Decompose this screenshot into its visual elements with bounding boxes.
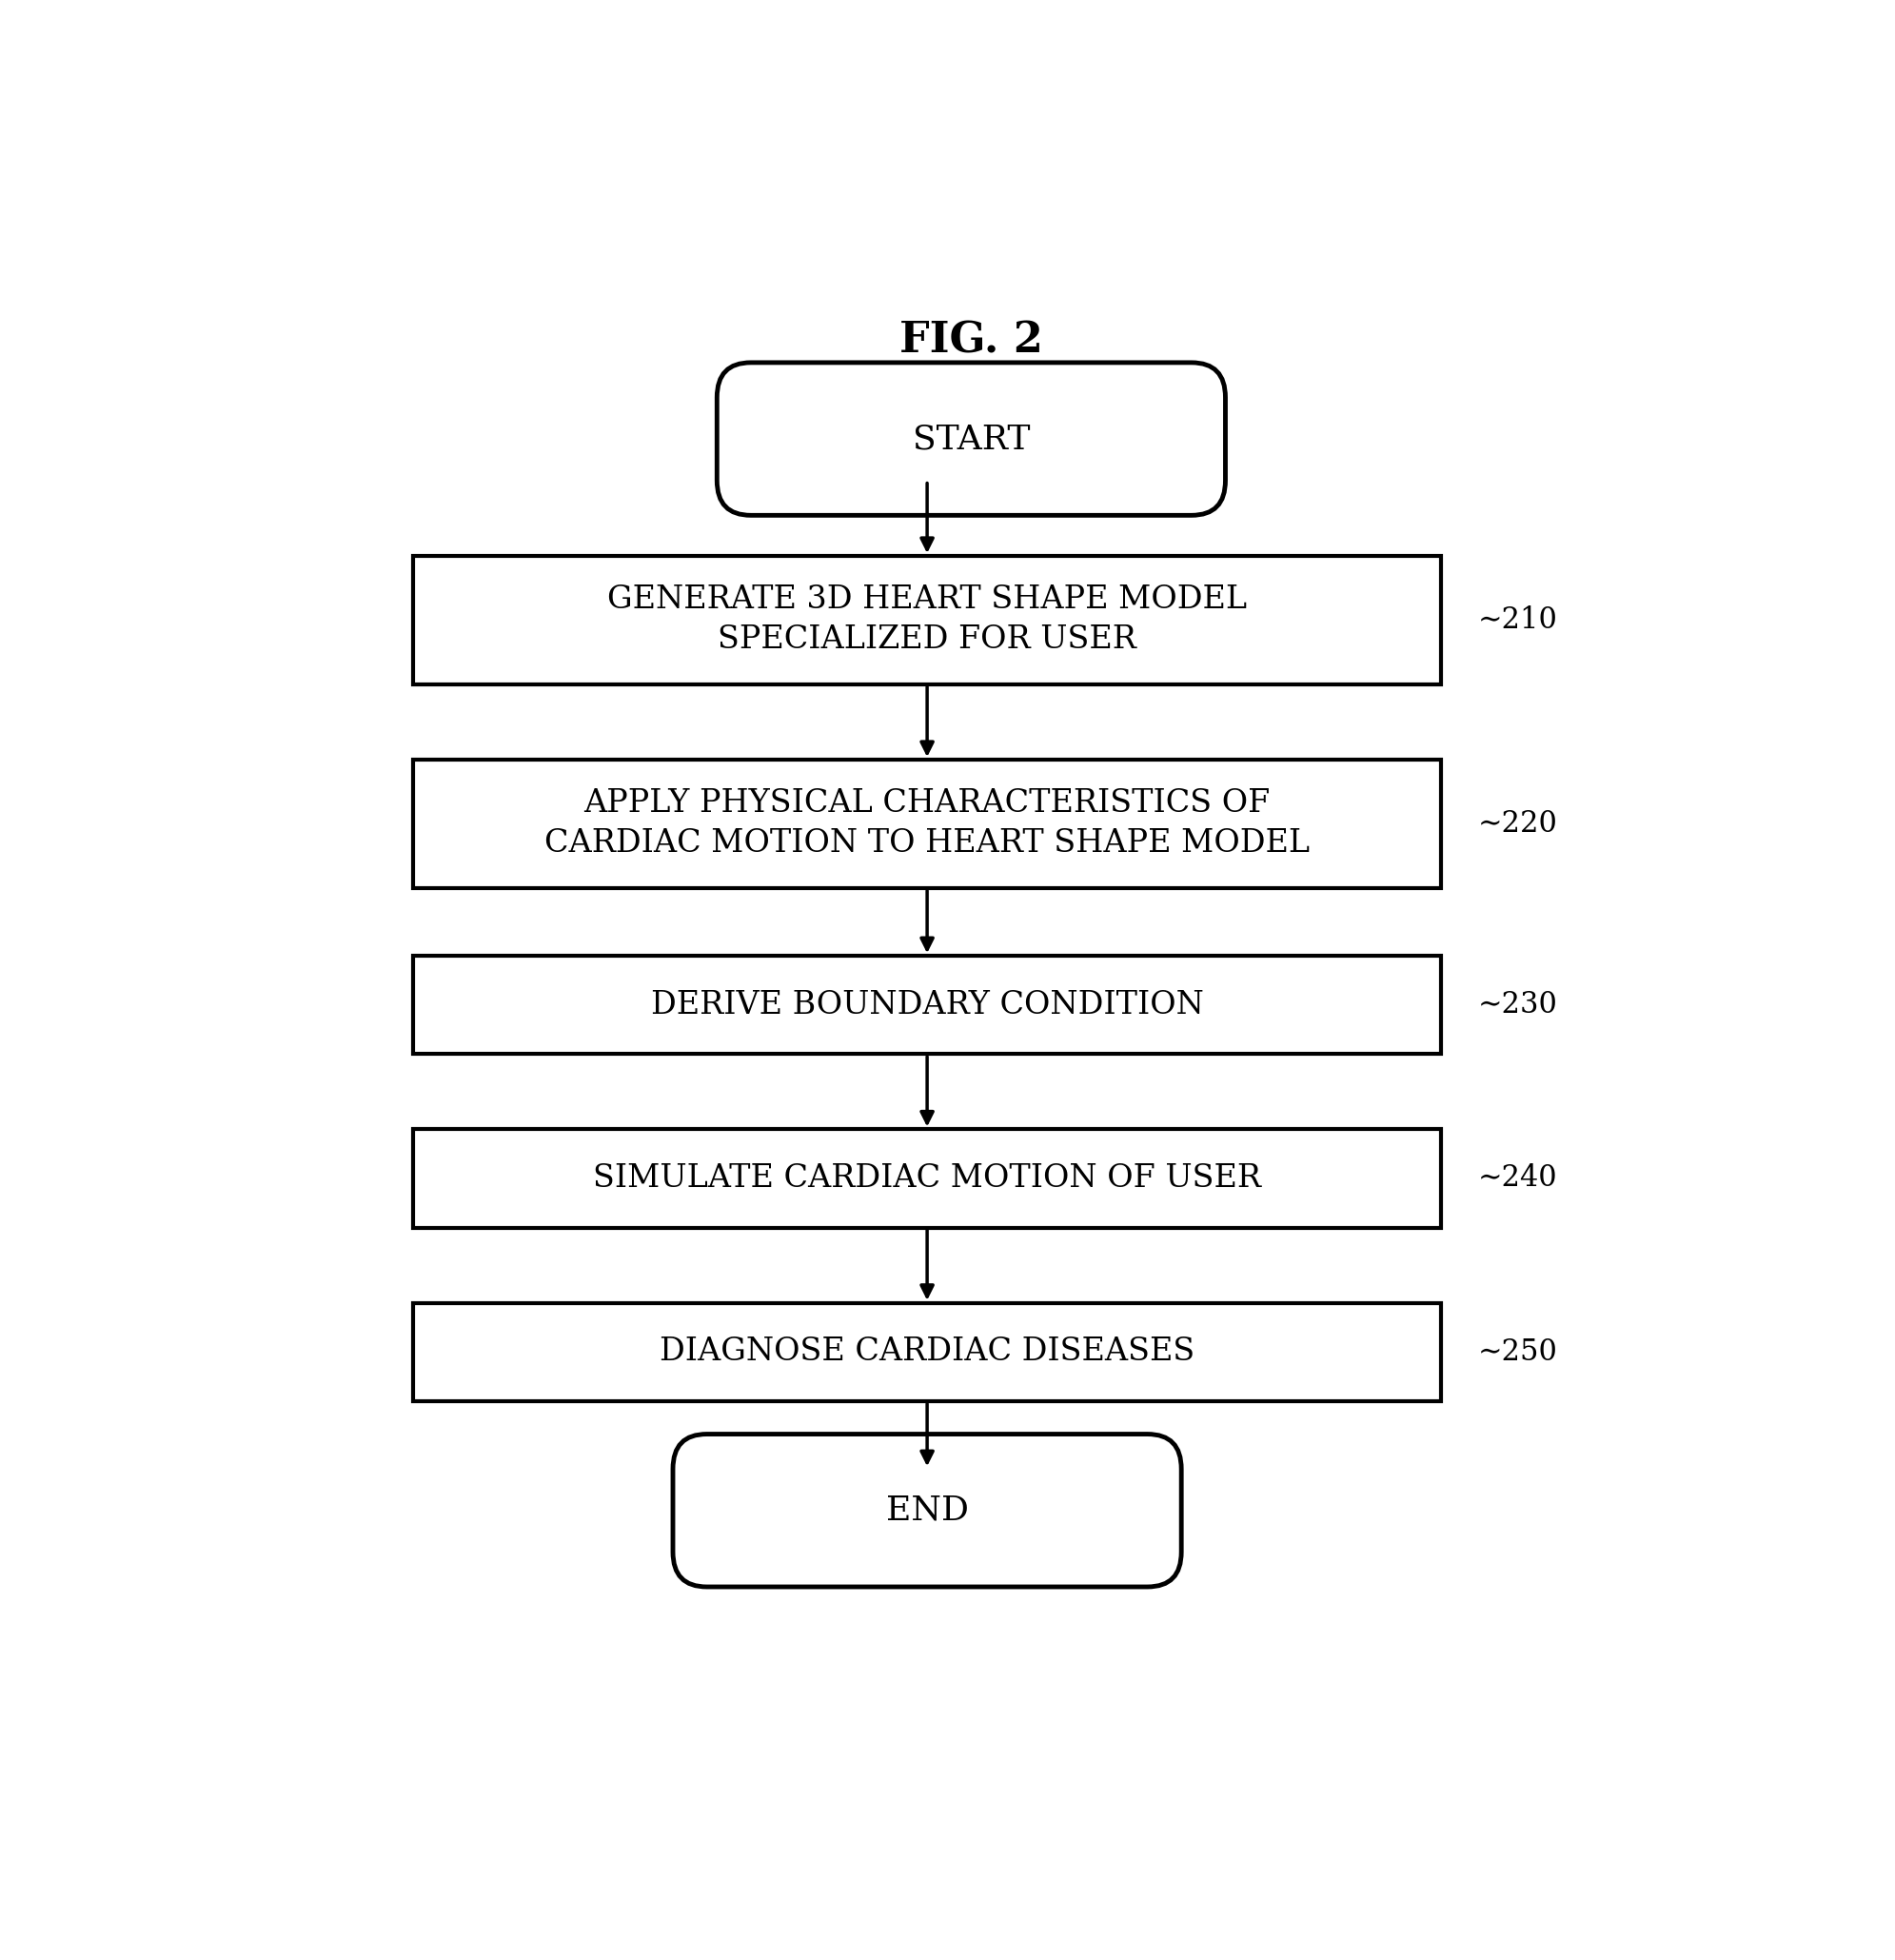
Text: SIMULATE CARDIAC MOTION OF USER: SIMULATE CARDIAC MOTION OF USER: [593, 1162, 1262, 1194]
Text: ∼250: ∼250: [1478, 1337, 1558, 1366]
Bar: [413, 1303, 1442, 1401]
Text: ∼240: ∼240: [1478, 1164, 1558, 1194]
FancyBboxPatch shape: [716, 363, 1226, 515]
Text: APPLY PHYSICAL CHARACTERISTICS OF
CARDIAC MOTION TO HEART SHAPE MODEL: APPLY PHYSICAL CHARACTERISTICS OF CARDIA…: [544, 788, 1309, 858]
Text: ∼210: ∼210: [1478, 606, 1558, 635]
Text: DIAGNOSE CARDIAC DISEASES: DIAGNOSE CARDIAC DISEASES: [659, 1337, 1194, 1368]
Text: ∼230: ∼230: [1478, 990, 1558, 1019]
Text: FIG. 2: FIG. 2: [900, 319, 1042, 361]
Text: ∼220: ∼220: [1478, 809, 1558, 839]
Text: START: START: [911, 423, 1031, 455]
Bar: [413, 956, 1442, 1054]
Bar: [413, 760, 1442, 888]
Text: END: END: [885, 1494, 968, 1527]
FancyBboxPatch shape: [673, 1435, 1181, 1588]
Text: GENERATE 3D HEART SHAPE MODEL
SPECIALIZED FOR USER: GENERATE 3D HEART SHAPE MODEL SPECIALIZE…: [606, 584, 1247, 655]
Bar: [413, 557, 1442, 684]
Text: DERIVE BOUNDARY CONDITION: DERIVE BOUNDARY CONDITION: [650, 990, 1203, 1019]
Bar: [413, 1129, 1442, 1227]
